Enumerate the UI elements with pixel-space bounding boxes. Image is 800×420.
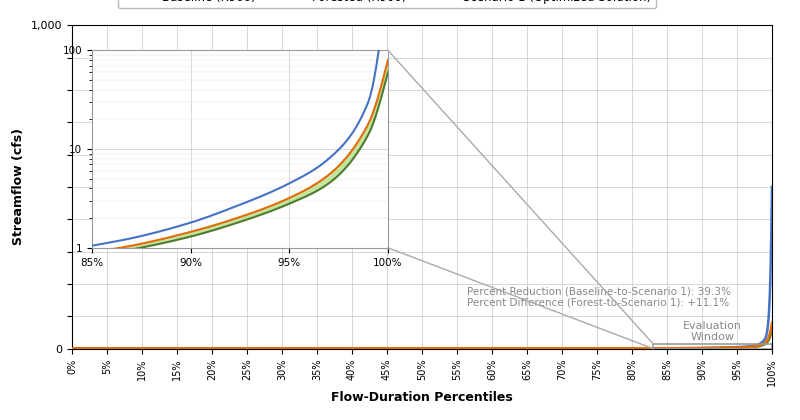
Y-axis label: Streamflow (cfs): Streamflow (cfs)	[12, 129, 26, 245]
X-axis label: Flow-Duration Percentiles: Flow-Duration Percentiles	[331, 391, 513, 404]
Text: Evaluation
Window: Evaluation Window	[683, 321, 742, 342]
Text: Percent Reduction (Baseline-to-Scenario 1): 39.3%
Percent Difference (Forest-to-: Percent Reduction (Baseline-to-Scenario …	[467, 286, 731, 308]
Legend: Baseline (R900), Forested (R900), Scenario 1 (Optimized Solution): Baseline (R900), Forested (R900), Scenar…	[118, 0, 656, 8]
Bar	[653, 344, 772, 349]
